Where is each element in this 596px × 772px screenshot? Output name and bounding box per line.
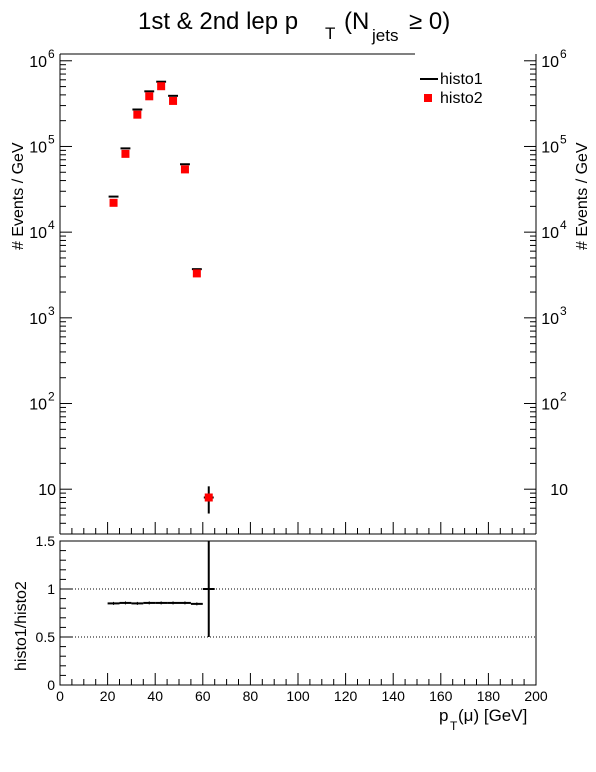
y-tick-exponent-left: 3 xyxy=(48,304,55,318)
ratio-y-ticks: 0 0.5 1 1.5 xyxy=(36,533,72,693)
y-tick-label-right: 10 xyxy=(541,397,559,414)
legend-histo2-label: histo2 xyxy=(440,90,483,107)
series-ratio xyxy=(107,541,215,637)
ratio-x-tick-label: 60 xyxy=(195,688,211,704)
ratio-y-tick-label: 0 xyxy=(47,677,55,693)
y-tick-label-left: 10 xyxy=(29,311,47,328)
chart-title: 1st & 2nd lep p T (N jets ≥ 0) xyxy=(138,8,450,45)
y-tick-label-left: 10 xyxy=(29,397,47,414)
histo2-point xyxy=(133,110,142,119)
ratio-y-tick-label: 0.5 xyxy=(36,629,56,645)
y-tick-exponent-right: 5 xyxy=(560,132,567,146)
legend-histo2-marker xyxy=(424,94,432,102)
y-tick-label-right: 10 xyxy=(550,482,568,499)
ratio-x-tick-label: 120 xyxy=(334,688,358,704)
y-tick-exponent-right: 6 xyxy=(560,47,567,61)
histo2-point xyxy=(121,149,130,158)
ratio-y-tick-label: 1.5 xyxy=(36,533,56,549)
y-tick-label-left: 10 xyxy=(29,225,47,242)
ratio-x-tick-label: 140 xyxy=(382,688,406,704)
y-tick-exponent-left: 5 xyxy=(48,132,55,146)
histo2-point xyxy=(169,96,178,105)
legend: histo1 histo2 xyxy=(420,71,483,107)
top-x-ticks xyxy=(59,522,537,534)
ratio-x-tick-label: 40 xyxy=(147,688,163,704)
ratio-x-tick-label: 160 xyxy=(429,688,453,704)
histo2-point xyxy=(192,269,201,278)
x-label-p: p xyxy=(439,706,448,725)
ratio-y-tick-label: 1 xyxy=(47,581,55,597)
histo2-point xyxy=(204,493,213,502)
top-plot-frame xyxy=(59,53,537,535)
title-subscript-jets: jets xyxy=(371,26,398,45)
series-histo2 xyxy=(109,82,213,502)
y-tick-label-left: 10 xyxy=(29,54,47,71)
y-tick-exponent-right: 4 xyxy=(560,218,567,232)
histo2-point xyxy=(109,198,118,207)
y-tick-label-left: 10 xyxy=(38,482,56,499)
y-tick-label-right: 10 xyxy=(541,139,559,156)
histo2-point xyxy=(157,82,166,91)
y-axis-label-right: # Events / GeV xyxy=(574,142,591,250)
ratio-frame xyxy=(59,540,537,686)
y-tick-exponent-right: 2 xyxy=(560,390,567,404)
ratio-y-axis-label: histo1/histo2 xyxy=(13,581,30,671)
y-tick-exponent-left: 6 xyxy=(48,47,55,61)
y-tick-label-right: 10 xyxy=(541,225,559,242)
title-tail: ≥ 0) xyxy=(409,8,450,35)
ratio-x-ticks: 0 20 40 60 80 100 120 140 160 180 200 xyxy=(56,673,548,704)
y-tick-exponent-right: 3 xyxy=(560,304,567,318)
y-axis-label-left: # Events / GeV xyxy=(10,142,27,250)
y-tick-label-left: 10 xyxy=(29,139,47,156)
y-tick-exponent-left: 2 xyxy=(48,390,55,404)
ratio-x-tick-label: 80 xyxy=(243,688,259,704)
title-subscript-t: T xyxy=(325,24,335,43)
x-axis-label: p T (μ) [GeV] xyxy=(439,706,527,733)
series-histo1 xyxy=(108,80,214,514)
histo2-point xyxy=(145,92,154,101)
y-tick-exponent-left: 4 xyxy=(48,218,55,232)
title-text: 1st & 2nd lep p xyxy=(138,8,298,35)
ratio-x-tick-label: 100 xyxy=(286,688,310,704)
legend-histo1-label: histo1 xyxy=(440,71,483,88)
y-tick-label-right: 10 xyxy=(541,54,559,71)
ratio-x-tick-label: 20 xyxy=(100,688,116,704)
ratio-plot-frame xyxy=(59,540,537,686)
x-label-subscript-t: T xyxy=(450,719,458,733)
ratio-reference-lines xyxy=(60,588,536,638)
ratio-x-tick-label: 180 xyxy=(477,688,501,704)
ratio-x-tick-label: 0 xyxy=(56,688,64,704)
x-label-tail: (μ) [GeV] xyxy=(458,706,527,725)
title-paren-n: (N xyxy=(344,8,369,35)
ratio-pad: 0 0.5 1 1.5 0 20 40 60 80 100 120 140 160 180 200 his… xyxy=(13,533,548,733)
y-tick-label-right: 10 xyxy=(541,311,559,328)
ratio-x-tick-label: 200 xyxy=(524,688,548,704)
histo2-point xyxy=(180,165,189,174)
